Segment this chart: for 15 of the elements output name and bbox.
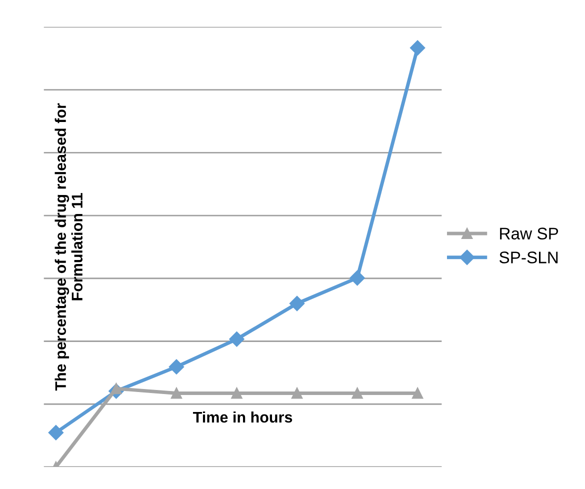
point [168, 359, 184, 374]
point [170, 388, 182, 399]
legend-label: Raw SP [500, 228, 558, 240]
point [350, 270, 365, 286]
legend-label: SP-SLN [499, 252, 558, 264]
point [352, 388, 363, 399]
point [289, 296, 305, 312]
point [48, 425, 64, 440]
y-axis-title: The percentage of the drug released for Formulation 11 [54, 103, 83, 391]
point [291, 388, 303, 399]
point [412, 388, 424, 399]
point [231, 388, 242, 399]
x-axis-title: Time in hours [193, 411, 292, 423]
point [410, 40, 426, 56]
point [229, 332, 244, 347]
